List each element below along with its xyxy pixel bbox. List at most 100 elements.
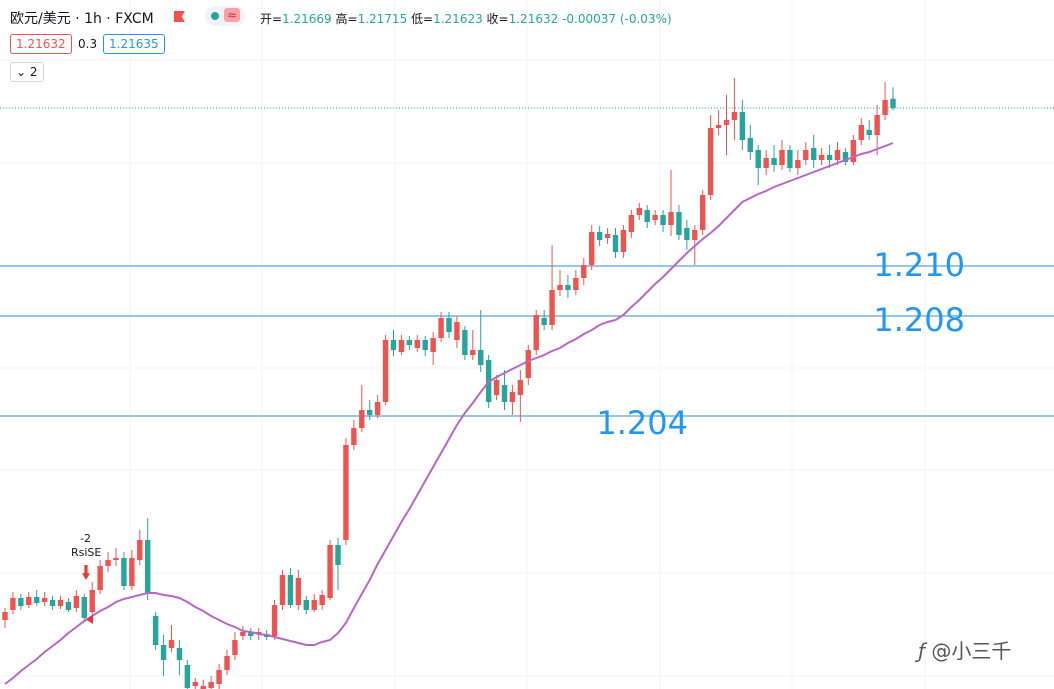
candle-body [771, 158, 777, 165]
candle-body [739, 112, 746, 140]
candle-body [723, 120, 730, 125]
open-label: 开= [260, 12, 283, 26]
candle-body [295, 578, 302, 605]
level-label: 1.208 [873, 301, 965, 339]
candle-body [533, 315, 539, 350]
low-value: 1.21623 [433, 12, 483, 26]
candle-body [10, 598, 16, 610]
candle-body [319, 595, 325, 605]
candle-body [311, 600, 317, 610]
candle-body [430, 338, 436, 352]
candle-body [335, 545, 341, 565]
status-dot [211, 12, 219, 20]
candle-body [129, 558, 135, 586]
change: -0.00037 [562, 12, 617, 26]
candle-body [97, 566, 103, 590]
watermark-text: @小三千 [931, 639, 1012, 663]
candle-body [565, 285, 571, 290]
candle-body [398, 340, 405, 352]
candle-body [327, 545, 333, 598]
candle-body [779, 150, 785, 165]
candle-body [2, 612, 8, 620]
candle-body [834, 150, 841, 160]
close-label: 收= [486, 12, 509, 26]
candle-body [454, 322, 460, 340]
candle-body [866, 130, 872, 135]
candle-body [763, 158, 769, 168]
close-value: 1.21632 [508, 12, 559, 26]
candle-body [89, 590, 95, 612]
ohlc-legend: 开=1.21669 高=1.21715 低=1.21623 收=1.21632 … [260, 10, 672, 27]
candle-body [803, 150, 809, 160]
candle-body [628, 215, 635, 232]
candle-body [414, 340, 420, 348]
candle-body [818, 155, 825, 160]
candle-body [676, 212, 682, 235]
candle-body [232, 640, 238, 655]
candle-body [271, 605, 278, 636]
candle-body [18, 598, 24, 606]
bid-box[interactable]: 1.21632 [10, 34, 72, 54]
candle-body [390, 340, 397, 350]
candle-body [81, 597, 87, 618]
candle-body [620, 230, 627, 252]
high-value: 1.21715 [357, 12, 408, 26]
candle-body [692, 230, 698, 240]
indicators-toggle[interactable]: ⌄ 2 [10, 62, 44, 82]
indicators-count: 2 [29, 65, 38, 79]
candle-body [192, 682, 198, 686]
candle-body [787, 150, 793, 168]
ask-box[interactable]: 1.21635 [103, 34, 165, 54]
candle-body [374, 402, 381, 415]
candle-body [279, 575, 286, 605]
candle-body [668, 212, 674, 225]
candle-body [755, 150, 761, 168]
candle-body [160, 645, 167, 660]
candle-body [382, 340, 389, 402]
candle-body [731, 112, 738, 120]
symbol: 欧元/美元 · 1h · FXCM [10, 11, 154, 27]
candle-body [287, 575, 294, 605]
candle-body [573, 278, 579, 290]
candle-body [596, 232, 603, 240]
candle-body [422, 340, 428, 350]
candle-body [438, 318, 444, 338]
candle-body [850, 140, 857, 162]
watermark-icon: ƒ [918, 639, 932, 663]
candle-body [660, 215, 666, 225]
signal-count: -2 [80, 532, 91, 545]
flag-icon[interactable] [174, 11, 185, 22]
level-label: 1.210 [873, 246, 965, 284]
candle-body [113, 558, 119, 560]
candle-body [208, 682, 214, 688]
candle-body [684, 228, 690, 240]
candle-body [105, 560, 111, 566]
candle-body [747, 138, 753, 152]
candle-body [462, 330, 468, 355]
chevron: ⌄ [16, 65, 30, 79]
candle-body [49, 600, 56, 606]
candle-body [525, 350, 531, 378]
candle-body [145, 540, 151, 594]
candle-body [137, 540, 143, 560]
candle-body [343, 445, 349, 540]
candle-body [549, 290, 555, 325]
candle-body [707, 128, 714, 195]
candle-body [351, 428, 357, 445]
candle-body [34, 597, 40, 603]
moving-average [4, 142, 894, 685]
candle-body [874, 115, 880, 135]
candle-body [715, 125, 722, 128]
candle-body [248, 632, 254, 636]
candle-body [26, 597, 32, 605]
candle-body [478, 350, 484, 365]
candle-body [501, 385, 508, 402]
candle-body [446, 318, 452, 332]
candle-body [700, 195, 706, 230]
level-label: 1.204 [596, 404, 688, 442]
candle-body [65, 602, 72, 610]
candle-body [795, 160, 801, 168]
candle-body [557, 285, 563, 290]
